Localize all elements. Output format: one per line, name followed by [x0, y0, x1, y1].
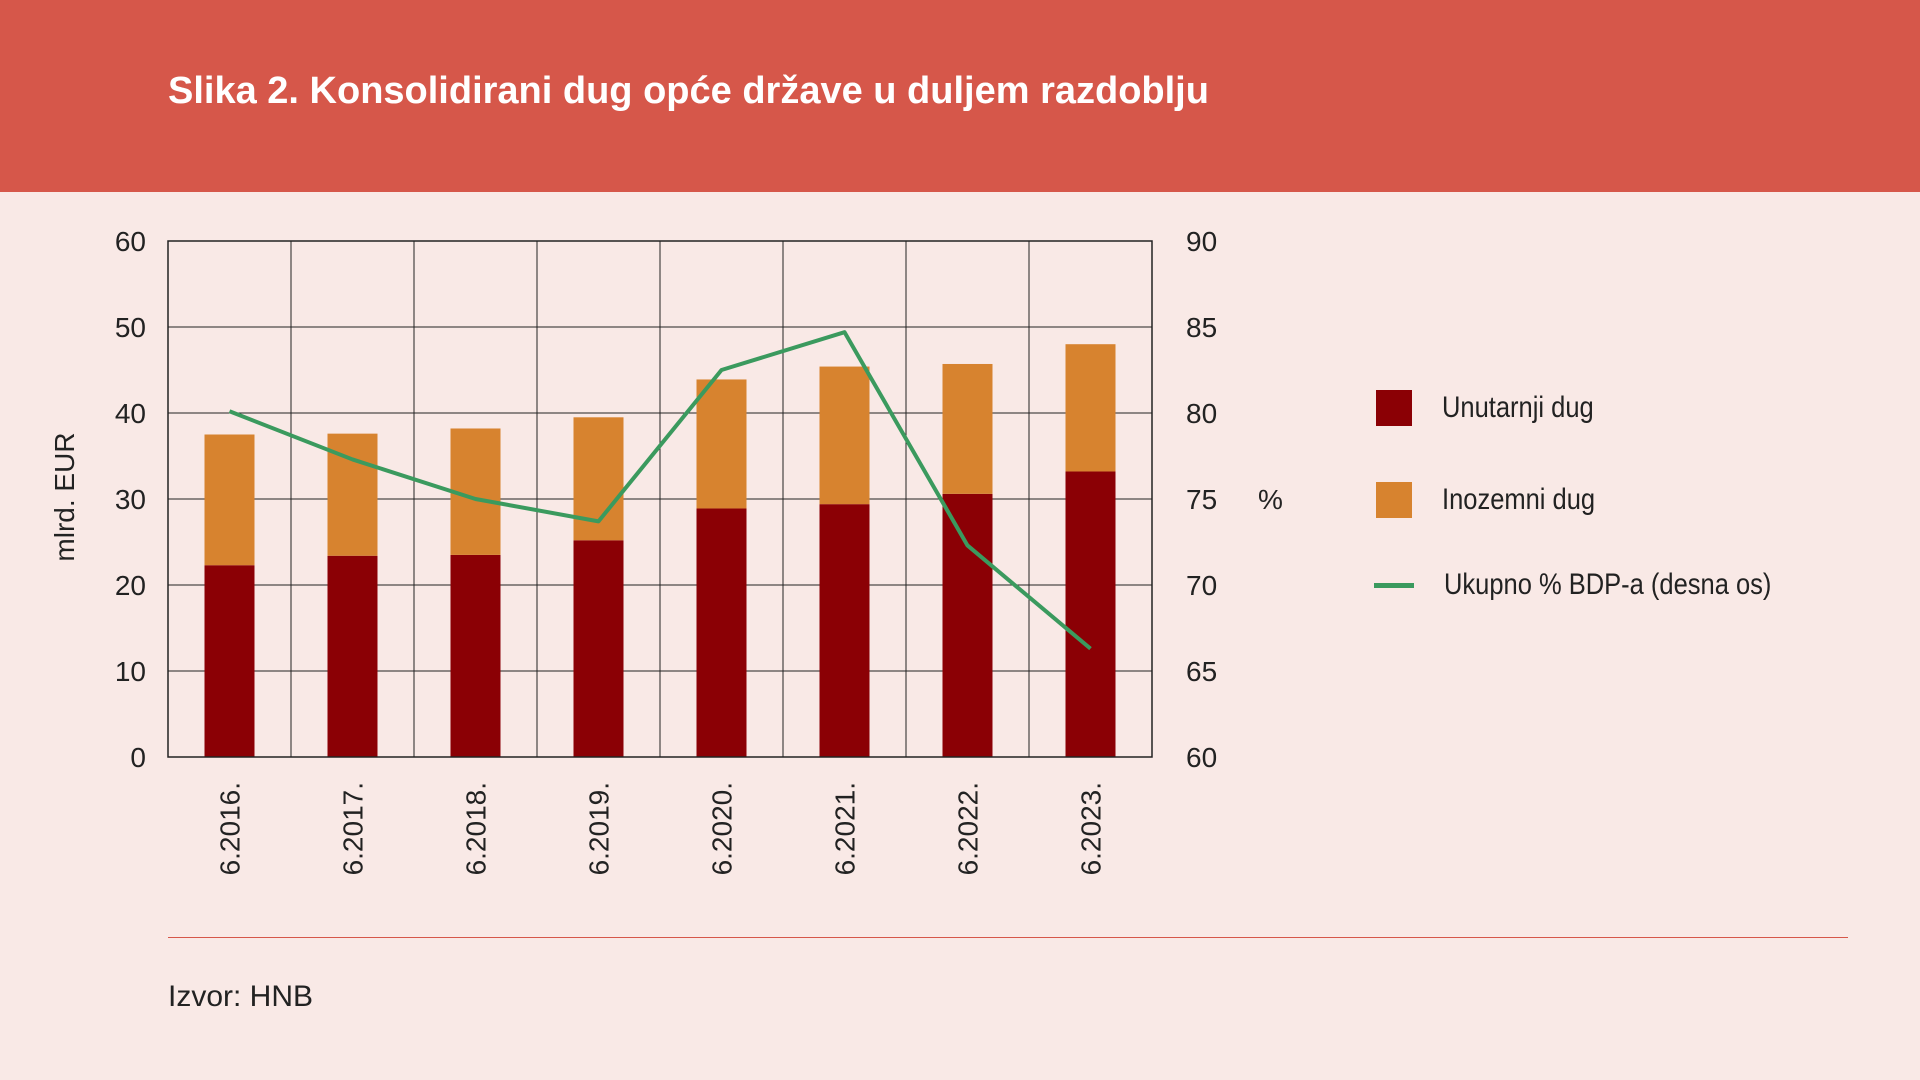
plot-frame: [167, 240, 1153, 758]
bar-domestic: [573, 540, 624, 757]
bar-domestic: [450, 554, 501, 757]
source-note: Izvor: HNB: [168, 980, 314, 1013]
line-total: [228, 330, 1092, 651]
x-tick-label: 6.2016.: [215, 782, 246, 875]
y2-tick-label: 90: [1186, 226, 1217, 257]
x-tick-label: 6.2022.: [953, 782, 984, 875]
footer-divider: [168, 937, 1848, 938]
x-tick-label: 6.2019.: [584, 782, 615, 875]
legend-line-total: [1374, 582, 1414, 588]
legend-label-domestic: Unutarnji dug: [1442, 391, 1594, 424]
y-tick-label: 20: [115, 570, 146, 601]
grid: [168, 240, 1152, 758]
header-banner: Slika 2. Konsolidirani dug opće države u…: [0, 0, 1920, 192]
y2-tick-label: 70: [1186, 570, 1217, 601]
bar-foreign: [819, 366, 870, 505]
x-tick-label: 6.2017.: [338, 782, 369, 875]
line-series: [228, 330, 1092, 651]
y2-axis-label: %: [1258, 484, 1283, 515]
y-axis-label: mlrd. EUR: [49, 432, 80, 561]
legend-label-foreign: Inozemni dug: [1442, 483, 1596, 516]
x-axis-ticks: 6.2016. 6.2017. 6.2018. 6.2019. 6.2020. 6.202…: [215, 782, 1107, 875]
y2-tick-label: 65: [1186, 656, 1217, 687]
y2-axis-ticks: 60 65 70 75 80 85 90: [1186, 226, 1217, 773]
bar-foreign: [204, 434, 255, 566]
x-tick-label: 6.2021.: [830, 782, 861, 875]
bar-domestic: [204, 565, 255, 757]
bars: [204, 344, 1116, 757]
bar-domestic: [942, 493, 993, 757]
y2-tick-label: 75: [1186, 484, 1217, 515]
x-tick-label: 6.2020.: [707, 782, 738, 875]
legend-item-foreign: Inozemni dug: [1376, 482, 1622, 518]
y2-tick-label: 80: [1186, 398, 1217, 429]
y-axis-ticks: 0 10 20 30 40 50 60: [115, 226, 146, 773]
y-tick-label: 0: [130, 742, 146, 773]
y-tick-label: 60: [115, 226, 146, 257]
bar-domestic: [696, 508, 747, 757]
legend-swatch-domestic: [1376, 390, 1412, 426]
x-tick-label: 6.2023.: [1076, 782, 1107, 875]
bar-domestic: [819, 504, 870, 757]
bar-domestic: [1065, 471, 1116, 757]
y-tick-label: 40: [115, 398, 146, 429]
legend-item-total: Ukupno % BDP-a (desna os): [1374, 568, 1829, 602]
legend-label-total: Ukupno % BDP-a (desna os): [1444, 568, 1772, 601]
legend-item-domestic: Unutarnji dug: [1376, 390, 1620, 426]
legend-swatch-foreign: [1376, 482, 1412, 518]
bar-foreign: [696, 379, 747, 509]
x-tick-label: 6.2018.: [461, 782, 492, 875]
bar-domestic: [327, 555, 378, 757]
y2-tick-label: 85: [1186, 312, 1217, 343]
y-tick-label: 10: [115, 656, 146, 687]
chart-title: Slika 2. Konsolidirani dug opće države u…: [168, 70, 1209, 112]
y2-tick-label: 60: [1186, 742, 1217, 773]
bar-foreign: [942, 363, 993, 494]
y-tick-label: 50: [115, 312, 146, 343]
y-tick-label: 30: [115, 484, 146, 515]
bar-foreign: [1065, 344, 1116, 472]
